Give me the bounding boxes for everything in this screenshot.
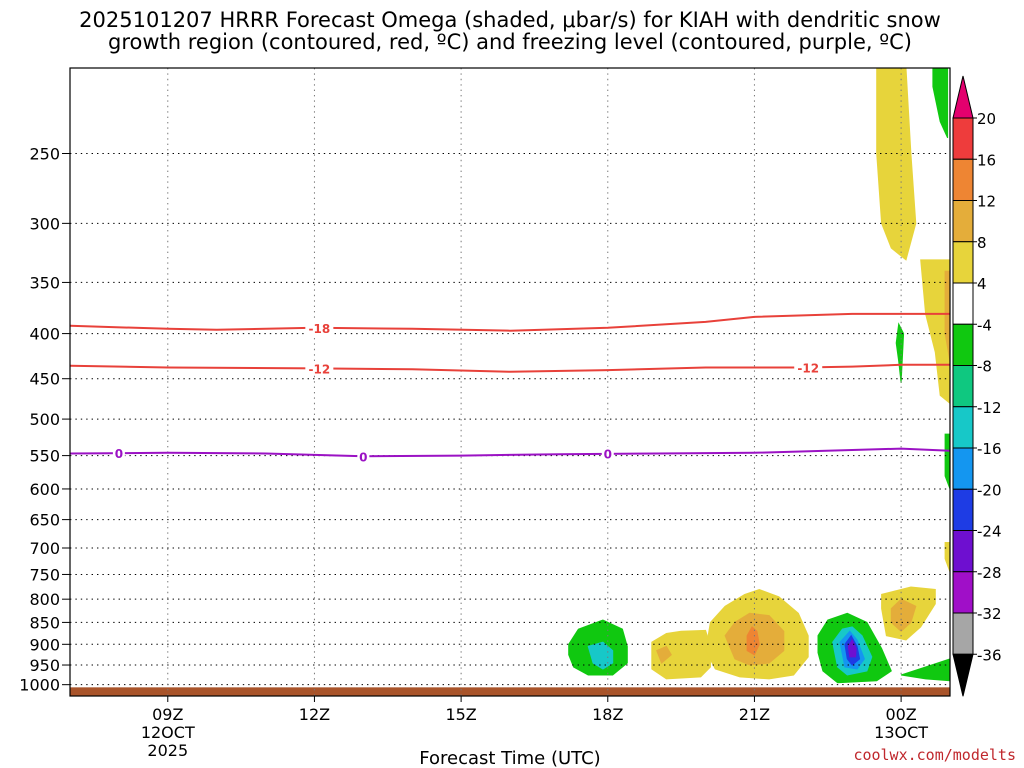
colorbar-label-4: 4: [977, 275, 987, 293]
y-tick-label-300: 300: [29, 214, 60, 233]
credit-text: coolwx.com/modelts: [853, 746, 1016, 764]
colorbar-box-5: [952, 282, 974, 325]
colorbar-label-10: -24: [977, 523, 1002, 541]
colorbar-label-6: -8: [977, 358, 992, 376]
pressure-axis: 250 300 350 400 450 500 550 600 650 700 750 800 850 9…: [19, 144, 70, 695]
colorbar-box-8: [952, 406, 974, 449]
y-tick-label-650: 650: [29, 511, 60, 530]
title-line-2: growth region (contoured, red, ºC) and f…: [108, 30, 912, 54]
x-tick-label-0-2: 2025: [147, 741, 188, 760]
grid-lines: [70, 68, 950, 696]
colorbar-label-5: -4: [977, 316, 992, 334]
omega-colorbar: 20 16 12 8 4 -4 -8 -12 -16 -20 -24 -28 -32 -36: [952, 75, 1002, 697]
contour-line-1: [70, 312, 950, 332]
colorbar-label-12: -32: [977, 605, 1002, 623]
contour-label-bg-3-2: [357, 449, 370, 464]
omega-region-14: [746, 626, 760, 656]
contour-label-bg-2-1: [305, 361, 334, 376]
omega-region-2: [932, 68, 949, 139]
colorbar-box-9: [952, 447, 974, 490]
omega-region-19: [847, 638, 857, 658]
colorbar-box-10: [952, 488, 974, 531]
y-tick-label-700: 700: [29, 539, 60, 558]
x-tick-label-2-0: 15Z: [445, 705, 476, 724]
colorbar-box-12: [952, 571, 974, 614]
x-axis-label: Forecast Time (UTC): [419, 748, 600, 768]
omega-region-4: [944, 270, 950, 362]
y-tick-label-800: 800: [29, 590, 60, 609]
colorbar-label-8: -16: [977, 440, 1002, 458]
y-tick-label-950: 950: [29, 656, 60, 675]
colorbar-label-9: -20: [977, 481, 1002, 499]
colorbar-box-13: [952, 612, 974, 655]
omega-region-5: [895, 322, 905, 384]
omega-region-7: [944, 542, 950, 573]
colorbar-label-11: -28: [977, 564, 1002, 582]
colorbar-top-arrow: [952, 75, 974, 119]
y-tick-label-450: 450: [29, 370, 60, 389]
y-tick-label-900: 900: [29, 635, 60, 654]
y-tick-label-850: 850: [29, 613, 60, 632]
colorbar-label-7: -12: [977, 399, 1002, 417]
contour-label-bg-3-3: [601, 446, 614, 461]
omega-region-9: [587, 641, 614, 670]
contour-label-bg-2-2: [794, 360, 823, 375]
colorbar-box-1: [952, 117, 974, 160]
colorbar-label-3: 8: [977, 234, 987, 252]
colorbar-box-4: [952, 241, 974, 284]
x-tick-label-0-1: 12OCT: [141, 723, 195, 742]
y-tick-label-500: 500: [29, 410, 60, 429]
colorbar-label-0: 20: [977, 110, 996, 128]
contour-label-bg-1-1: [305, 320, 334, 335]
y-tick-label-400: 400: [29, 325, 60, 344]
contour-label-3-2: 0: [359, 450, 367, 464]
contour-line-2: [70, 363, 950, 373]
temperature-contours: -18 -12 -12 0 0 0: [70, 312, 950, 464]
x-tick-label-4-0: 21Z: [739, 705, 770, 724]
y-tick-label-250: 250: [29, 144, 60, 163]
y-tick-label-350: 350: [29, 273, 60, 292]
y-tick-label-550: 550: [29, 447, 60, 466]
contour-line-3: [70, 447, 950, 458]
omega-region-11: [656, 645, 672, 664]
omega-region-6: [944, 433, 950, 490]
ground-fill: [70, 687, 950, 696]
y-tick-label-600: 600: [29, 480, 60, 499]
contour-label-2-2: -12: [797, 361, 819, 375]
omega-region-1: [876, 68, 917, 261]
x-tick-label-5-0: 00Z: [885, 705, 916, 724]
x-tick-label-3-0: 18Z: [592, 705, 623, 724]
contour-label-3-1: 0: [115, 447, 123, 461]
omega-shaded-regions: [568, 68, 950, 684]
plot-frame: [69, 67, 951, 697]
contour-label-1-1: -18: [308, 322, 330, 336]
y-tick-label-750: 750: [29, 565, 60, 584]
x-tick-label-0-0: 09Z: [152, 705, 183, 724]
colorbar-label-13: -36: [977, 646, 1002, 664]
omega-region-22: [900, 658, 950, 682]
colorbar-label-2: 12: [977, 193, 996, 211]
x-tick-label-5-1: 13OCT: [874, 723, 928, 742]
contour-label-3-3: 0: [604, 448, 612, 462]
colorbar-box-2: [952, 158, 974, 201]
contour-label-bg-3-1: [112, 445, 125, 460]
colorbar-box-6: [952, 323, 974, 366]
ground-surface: [70, 687, 950, 696]
colorbar-box-7: [952, 365, 974, 408]
contour-label-2-1: -12: [308, 362, 330, 376]
title-line-1: 2025101207 HRRR Forecast Omega (shaded, …: [79, 8, 941, 32]
colorbar-box-11: [952, 530, 974, 573]
y-tick-label-1000: 1000: [19, 676, 60, 695]
colorbar-bottom-arrow: [952, 653, 974, 697]
colorbar-box-3: [952, 200, 974, 243]
colorbar-label-1: 16: [977, 151, 996, 169]
x-tick-label-1-0: 12Z: [299, 705, 330, 724]
chart-title: 2025101207 HRRR Forecast Omega (shaded, …: [79, 8, 941, 54]
